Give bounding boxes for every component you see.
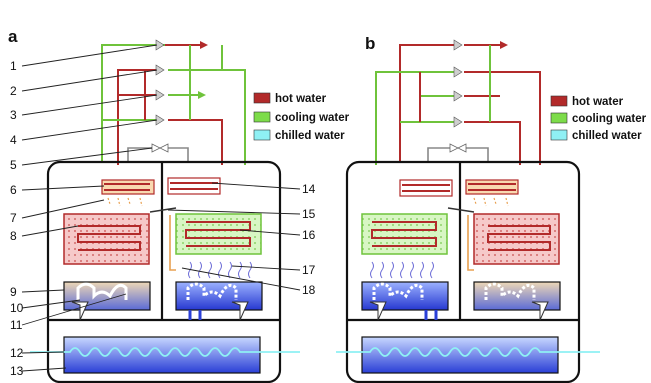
callout-5: 5 xyxy=(10,158,17,172)
callout-18: 18 xyxy=(302,283,316,297)
panel-b-condenser-coils xyxy=(399,179,519,207)
callout-11: 11 xyxy=(10,318,23,332)
panel-b-label: b xyxy=(365,34,375,53)
callout-13: 13 xyxy=(10,364,24,378)
callout-16: 16 xyxy=(302,228,316,242)
callout-1: 1 xyxy=(10,59,17,73)
panel-a-valve-piping xyxy=(101,39,246,165)
callout-17: 17 xyxy=(302,263,316,277)
legend-chilled-label: chilled water xyxy=(275,130,345,142)
panel-b-casing xyxy=(345,160,581,383)
legend-cooling-swatch xyxy=(253,111,271,123)
callout-6: 6 xyxy=(10,183,17,197)
panel-a-casing xyxy=(46,160,282,383)
panel-a-adsorber-beds xyxy=(63,207,262,265)
legend-b-hot-swatch xyxy=(550,95,568,107)
callout-3: 3 xyxy=(10,108,17,122)
legend-b-chilled-label: chilled water xyxy=(572,130,642,142)
callout-7: 7 xyxy=(10,211,17,225)
legend-chilled-swatch xyxy=(253,129,271,141)
legend-hot-label: hot water xyxy=(275,93,327,105)
callout-10: 10 xyxy=(10,301,24,315)
panel-b-tank-evaporator xyxy=(361,215,561,320)
callout-2: 2 xyxy=(10,84,17,98)
panel-a-label: a xyxy=(8,27,18,46)
legend-b-hot-label: hot water xyxy=(572,96,624,108)
legend-hot-swatch xyxy=(253,92,271,104)
panel-b-adsorber-beds xyxy=(361,207,560,265)
callout-12: 12 xyxy=(10,346,24,360)
panel-a-leader-lines xyxy=(21,44,301,372)
legend-b-cooling-swatch xyxy=(550,112,568,124)
panel-b-valve-piping xyxy=(375,39,541,165)
panel-b-legend: hot water cooling water chilled water xyxy=(550,95,647,142)
panel-a-legend: hot water cooling water chilled water xyxy=(253,92,350,142)
callout-4: 4 xyxy=(10,133,17,147)
callout-8: 8 xyxy=(10,229,17,243)
callout-14: 14 xyxy=(302,182,316,196)
callout-9: 9 xyxy=(10,285,17,299)
panel-a-bottom-tank xyxy=(30,301,300,374)
legend-b-cooling-label: cooling water xyxy=(572,113,647,125)
panel-b-bottom-tank xyxy=(336,301,600,374)
callout-15: 15 xyxy=(302,207,316,221)
panel-a-condenser-coils xyxy=(101,177,221,207)
legend-cooling-label: cooling water xyxy=(275,112,350,124)
panel-a-tank-evaporator xyxy=(63,215,263,320)
legend-b-chilled-swatch xyxy=(550,129,568,141)
